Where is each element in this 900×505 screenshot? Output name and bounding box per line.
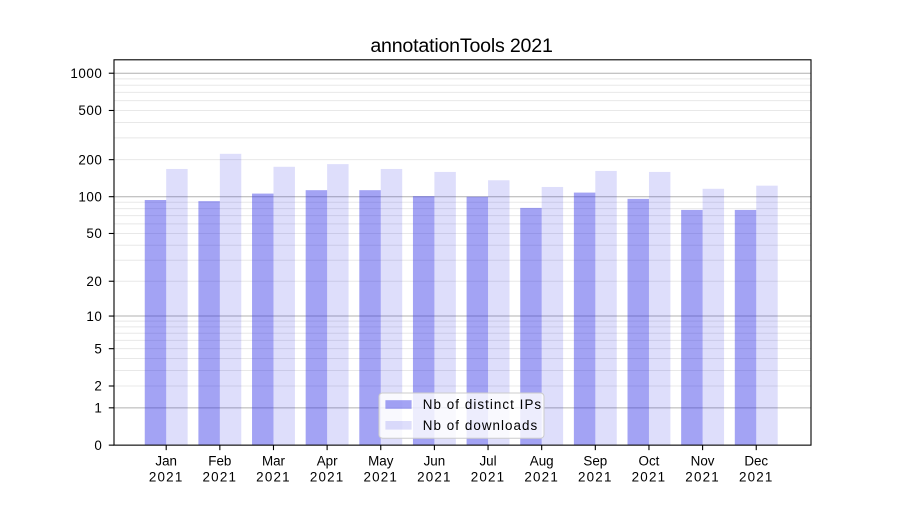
svg-text:Nov: Nov	[691, 454, 715, 469]
svg-text:2021: 2021	[417, 470, 452, 485]
svg-text:Nb of distinct IPs: Nb of distinct IPs	[423, 397, 542, 412]
svg-text:500: 500	[78, 103, 102, 118]
svg-text:2021: 2021	[632, 470, 667, 485]
svg-text:20: 20	[86, 274, 102, 289]
svg-text:Aug: Aug	[530, 454, 554, 469]
svg-text:Jun: Jun	[424, 454, 446, 469]
svg-text:10: 10	[86, 309, 102, 324]
svg-text:0: 0	[94, 438, 102, 453]
svg-text:Jan: Jan	[155, 454, 177, 469]
svg-text:2021: 2021	[524, 470, 559, 485]
svg-text:5: 5	[94, 341, 102, 356]
svg-text:2021: 2021	[203, 470, 238, 485]
svg-text:Feb: Feb	[208, 454, 231, 469]
svg-text:2021: 2021	[149, 470, 184, 485]
svg-text:Apr: Apr	[317, 454, 338, 469]
svg-text:Nb of downloads: Nb of downloads	[423, 418, 539, 433]
svg-text:2021: 2021	[739, 470, 774, 485]
svg-text:2021: 2021	[471, 470, 506, 485]
svg-text:Oct: Oct	[639, 454, 660, 469]
svg-text:2: 2	[94, 379, 102, 394]
svg-text:May: May	[368, 454, 394, 469]
svg-text:100: 100	[78, 189, 102, 204]
svg-text:annotationTools 2021: annotationTools 2021	[370, 35, 552, 57]
svg-text:Mar: Mar	[262, 454, 286, 469]
svg-text:Dec: Dec	[744, 454, 768, 469]
svg-text:1: 1	[94, 401, 102, 416]
svg-text:2021: 2021	[685, 470, 720, 485]
svg-text:2021: 2021	[256, 470, 291, 485]
svg-text:Jul: Jul	[479, 454, 496, 469]
svg-text:1000: 1000	[70, 66, 102, 81]
svg-text:Sep: Sep	[583, 454, 607, 469]
svg-text:200: 200	[78, 152, 102, 167]
svg-text:2021: 2021	[310, 470, 345, 485]
svg-text:50: 50	[86, 226, 102, 241]
svg-text:2021: 2021	[578, 470, 613, 485]
svg-text:2021: 2021	[363, 470, 398, 485]
